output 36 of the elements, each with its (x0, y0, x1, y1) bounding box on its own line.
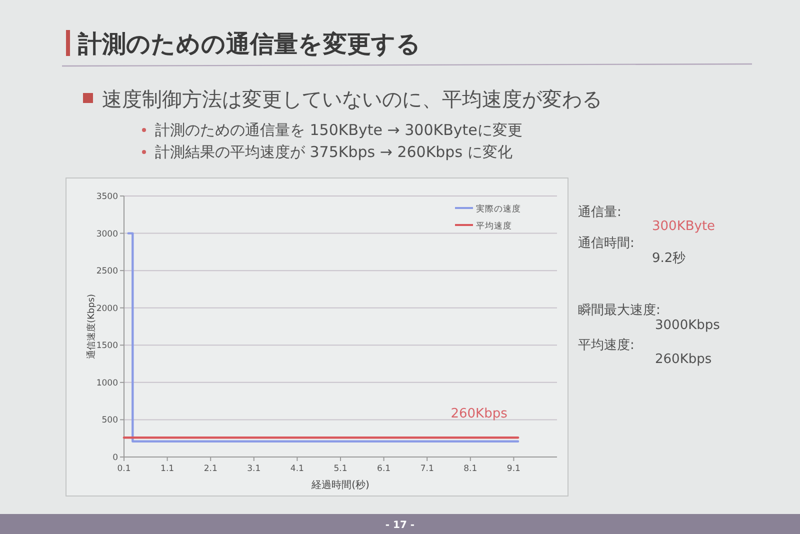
text: 300KByte (652, 219, 716, 234)
y-tick-label: 2500 (96, 266, 118, 277)
text: 平均速度: (578, 337, 634, 353)
y-axis-title: 通信速度(Kbps) (86, 294, 97, 360)
y-tick-label: 3000 (96, 229, 118, 240)
text: 通信時間: (578, 236, 634, 251)
text: 通信量: (578, 205, 622, 220)
y-tick-label: 1500 (96, 341, 118, 352)
x-tick-label: 3.1 (247, 464, 261, 474)
text: 瞬間最大速度: (578, 302, 660, 318)
legend-label: 実際の速度 (476, 204, 521, 214)
text: 計測結果の平均速度が 375Kbps → 260Kbps に変化 (155, 143, 512, 161)
x-tick-label: 1.1 (160, 464, 174, 474)
text: 9.2秒 (652, 251, 686, 266)
chart-title: 計測のための通信量を変更する (77, 30, 421, 58)
text: 3000Kbps (655, 318, 720, 333)
y-tick-label: 2000 (96, 304, 118, 314)
annotation: 260Kbps (450, 406, 508, 422)
x-tick-label: 2.1 (204, 464, 218, 474)
legend-label: 平均速度 (476, 220, 512, 232)
y-tick-label: 3500 (96, 192, 118, 202)
x-tick-label: 9.1 (506, 464, 520, 474)
x-axis-title: 経過時間(秒) (310, 479, 370, 491)
x-tick-label: 5.1 (334, 464, 348, 474)
x-tick-label: 8.1 (464, 464, 478, 474)
x-tick-label: 6.1 (377, 464, 391, 474)
text: - 17 - (385, 520, 415, 531)
y-tick-label: 0 (112, 453, 118, 463)
x-tick-label: 0.1 (117, 464, 131, 474)
x-tick-label: 4.1 (290, 464, 304, 474)
y-tick-label: 500 (102, 416, 118, 426)
text: 260Kbps (655, 352, 712, 367)
text: 計測のための通信量を 150KByte → 300KByteに変更 (155, 121, 522, 139)
chart-subtitle: 速度制御方法は変更していないのに、平均速度が変わる (102, 87, 602, 111)
y-tick-label: 1000 (96, 378, 118, 388)
x-tick-label: 7.1 (420, 464, 434, 474)
